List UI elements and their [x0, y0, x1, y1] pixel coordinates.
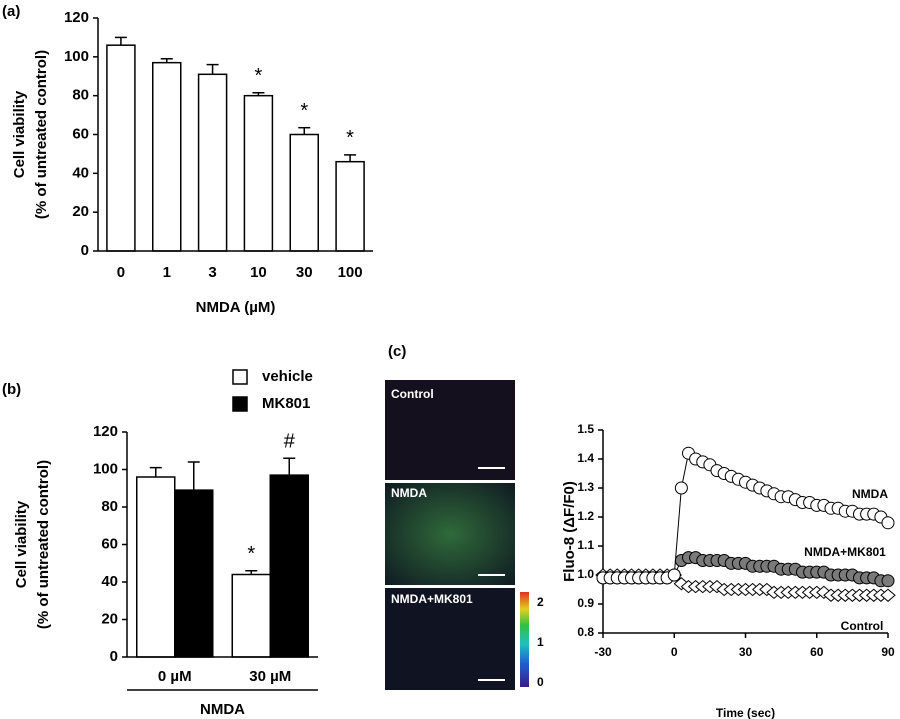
bar	[174, 489, 214, 658]
series-label: NMDA+MK801	[804, 545, 886, 559]
x-tick-label: 30 µM	[249, 668, 291, 685]
micrograph	[385, 483, 515, 585]
x-tick-label: -30	[594, 645, 612, 659]
micrograph	[385, 380, 515, 480]
y-axis-label: (% of untreated control)	[33, 50, 50, 219]
annotation: *	[346, 127, 354, 149]
y-tick-label: 80	[101, 498, 118, 515]
bar	[106, 44, 136, 252]
y-tick-label: 1.3	[577, 480, 594, 494]
x-tick-label: 0	[671, 645, 678, 659]
x-tick-label: 3	[208, 264, 216, 281]
micrograph-label: NMDA+MK801	[391, 592, 473, 606]
y-axis-label: Cell viability	[11, 90, 28, 178]
x-tick-label: 90	[881, 645, 895, 659]
y-tick-label: 60	[101, 535, 118, 552]
y-tick-label: 100	[64, 48, 89, 65]
x-tick-label: 10	[250, 264, 267, 281]
y-tick-label: 120	[64, 9, 89, 26]
bar	[335, 160, 365, 252]
annotation: *	[300, 100, 308, 122]
y-tick-label: 0.9	[577, 596, 594, 610]
y-tick-label: 40	[101, 573, 118, 590]
panel-label: (a)	[2, 3, 20, 20]
x-axis-label: NMDA	[200, 701, 245, 718]
annotation: *	[255, 65, 263, 87]
legend-label: vehicle	[262, 368, 313, 385]
colorbar-tick-label: 2	[537, 595, 544, 609]
legend-label: MK801	[262, 395, 310, 412]
x-tick-label: 1	[163, 264, 171, 281]
bar	[269, 474, 309, 658]
bar	[289, 133, 319, 252]
micrograph-label: NMDA	[391, 486, 427, 500]
x-tick-label: 60	[810, 645, 824, 659]
marker	[881, 516, 895, 530]
annotation: *	[247, 543, 255, 565]
y-tick-label: 40	[72, 164, 89, 181]
y-tick-label: 0.8	[577, 625, 594, 639]
y-axis-label: (% of untreated control)	[35, 460, 52, 629]
bar	[197, 73, 228, 252]
panel-label: (b)	[2, 381, 21, 398]
y-tick-label: 1.2	[577, 509, 594, 523]
y-tick-label: 0	[81, 242, 89, 259]
y-tick-label: 1.4	[577, 451, 594, 465]
colorbar-tick-label: 1	[537, 635, 544, 649]
y-tick-label: 60	[72, 125, 89, 142]
series-label: Control	[841, 619, 884, 633]
y-tick-label: 80	[72, 87, 89, 104]
x-tick-label: 100	[338, 264, 363, 281]
x-tick-label: 0	[117, 264, 125, 281]
bar	[243, 94, 274, 252]
y-tick-label: 20	[72, 203, 89, 220]
y-tick-label: 120	[93, 423, 118, 440]
y-tick-label: 1.1	[577, 538, 594, 552]
micrograph	[385, 588, 515, 690]
marker	[880, 588, 896, 602]
bar	[152, 61, 182, 252]
marker	[667, 568, 681, 582]
micrograph-label: Control	[391, 387, 434, 401]
annotation: #	[284, 431, 296, 453]
legend-swatch	[232, 369, 248, 385]
series-label: NMDA	[852, 487, 888, 501]
x-tick-label: 30	[296, 264, 313, 281]
x-axis-label: Time (sec)	[716, 706, 775, 719]
bar	[231, 573, 271, 658]
y-tick-label: 1.5	[577, 422, 594, 436]
x-tick-label: 0 µM	[158, 668, 192, 685]
micrograph-panels	[385, 380, 529, 690]
y-tick-label: 0	[110, 648, 118, 665]
y-tick-label: 100	[93, 460, 118, 477]
colorbar	[520, 592, 529, 687]
panel-label: (c)	[388, 343, 406, 360]
bar	[136, 476, 176, 658]
marker	[881, 574, 895, 588]
y-tick-label: 1.0	[577, 567, 594, 581]
y-axis-label: Fluo-8 (ΔF/F0)	[561, 481, 578, 582]
y-axis-label: Cell viability	[13, 500, 30, 588]
x-tick-label: 30	[739, 645, 753, 659]
colorbar-tick-label: 0	[537, 675, 544, 689]
legend-swatch	[232, 396, 248, 412]
x-axis-label: NMDA (µM)	[196, 299, 276, 316]
marker	[674, 481, 688, 495]
y-tick-label: 20	[101, 610, 118, 627]
